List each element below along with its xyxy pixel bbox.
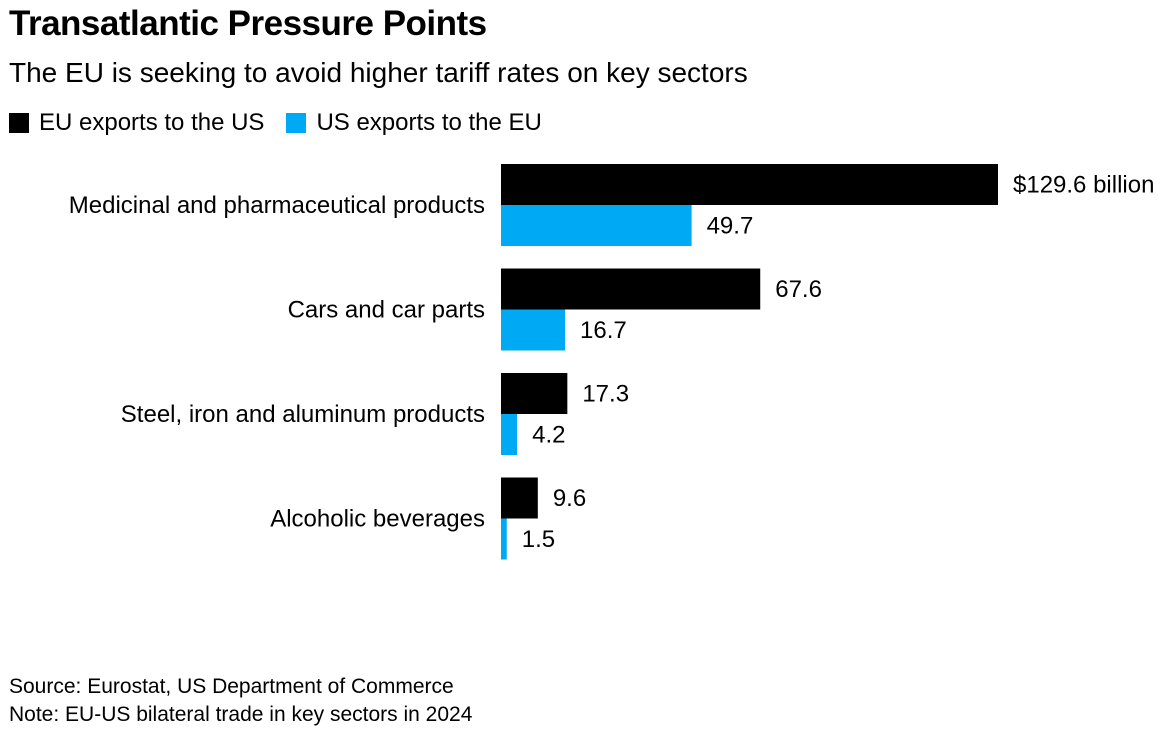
data-label: 49.7 <box>707 213 754 240</box>
data-label: 1.5 <box>522 526 555 553</box>
bar <box>501 518 507 560</box>
legend-label-us-exports: US exports to the EU <box>316 109 542 136</box>
legend-item-eu-exports: EU exports to the US <box>9 109 264 137</box>
chart-subtitle: The EU is seeking to avoid higher tariff… <box>9 57 748 88</box>
bar <box>501 477 538 519</box>
bar <box>501 414 518 455</box>
bar <box>501 373 568 414</box>
category-label: Alcoholic beverages <box>270 506 485 533</box>
legend-label-eu-exports: EU exports to the US <box>39 109 265 136</box>
bar <box>501 268 761 310</box>
data-label: 4.2 <box>532 422 565 449</box>
bar-chart: Medicinal and pharmaceutical products $12… <box>69 164 1154 560</box>
source-note: Source: Eurostat, US Department of Comme… <box>9 675 454 698</box>
data-label: 9.6 <box>553 485 586 512</box>
data-label: $129.6 billion <box>1013 172 1154 199</box>
legend: EU exports to the US US exports to the E… <box>9 108 564 138</box>
chart-title: Transatlantic Pressure Points <box>9 4 487 43</box>
legend-swatch-eu-exports <box>9 113 29 133</box>
legend-swatch-us-exports <box>286 113 307 133</box>
footnote: Note: EU-US bilateral trade in key secto… <box>9 703 473 726</box>
bar <box>501 164 998 205</box>
bar <box>501 205 692 246</box>
category-label: Steel, iron and aluminum products <box>121 401 485 428</box>
bar <box>501 309 566 351</box>
data-label: 67.6 <box>775 276 822 303</box>
data-label: 17.3 <box>582 381 629 408</box>
data-label: 16.7 <box>580 317 627 344</box>
legend-item-us-exports: US exports to the EU <box>286 109 542 137</box>
category-label: Cars and car parts <box>288 297 485 324</box>
category-label: Medicinal and pharmaceutical products <box>69 192 485 219</box>
